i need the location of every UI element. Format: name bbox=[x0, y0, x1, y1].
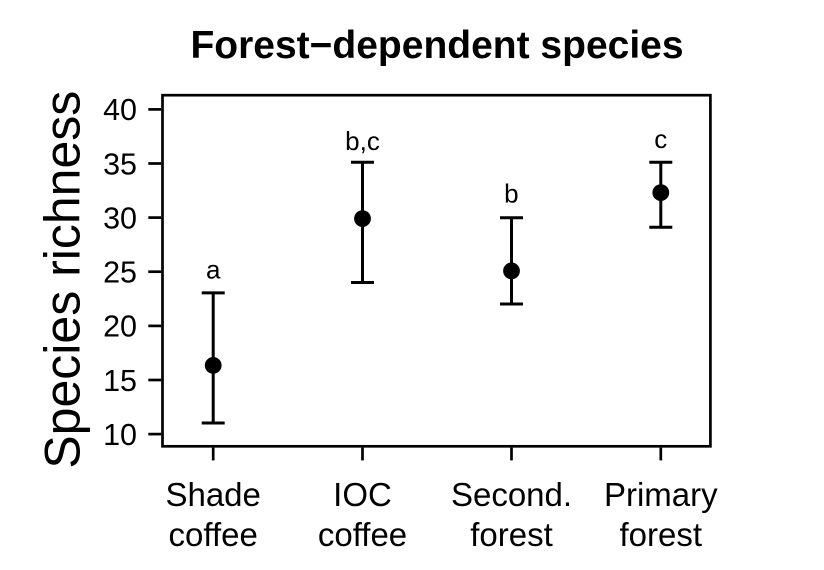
svg-text:forest: forest bbox=[470, 516, 553, 553]
svg-text:30: 30 bbox=[103, 201, 137, 235]
svg-text:40: 40 bbox=[103, 93, 137, 127]
svg-text:forest: forest bbox=[620, 516, 703, 553]
svg-text:10: 10 bbox=[103, 418, 137, 452]
svg-text:coffee: coffee bbox=[169, 516, 258, 553]
svg-text:Second.: Second. bbox=[451, 476, 572, 513]
svg-text:b: b bbox=[504, 178, 518, 208]
svg-text:Forest−dependent species: Forest−dependent species bbox=[190, 24, 683, 67]
svg-text:IOC: IOC bbox=[333, 476, 392, 513]
svg-text:coffee: coffee bbox=[318, 516, 407, 553]
svg-text:Primary: Primary bbox=[604, 476, 718, 513]
svg-text:c: c bbox=[654, 124, 667, 154]
svg-text:Species richness: Species richness bbox=[35, 91, 91, 469]
svg-text:Shade: Shade bbox=[165, 476, 260, 513]
svg-text:15: 15 bbox=[103, 364, 137, 398]
svg-text:35: 35 bbox=[103, 147, 137, 181]
svg-text:25: 25 bbox=[103, 256, 137, 290]
svg-text:20: 20 bbox=[103, 310, 137, 344]
svg-text:b,c: b,c bbox=[345, 126, 380, 156]
svg-text:a: a bbox=[206, 254, 221, 284]
